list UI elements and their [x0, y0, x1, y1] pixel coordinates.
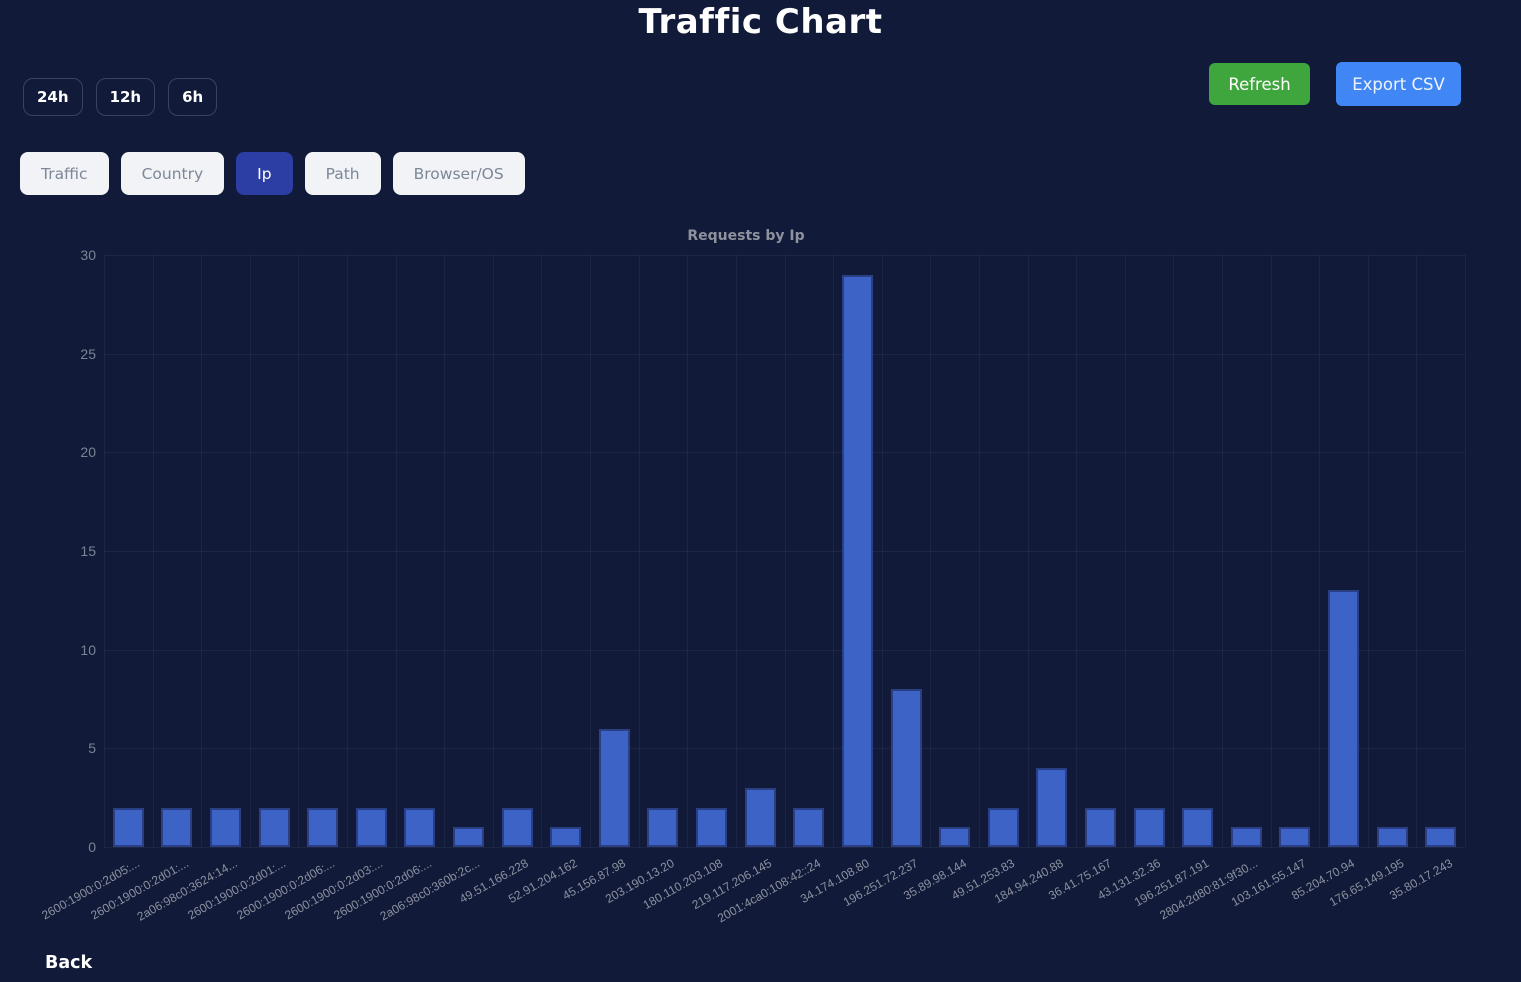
bar-203-190-13-20[interactable]	[647, 807, 679, 847]
gridline-h	[104, 649, 1465, 651]
gridline-v	[298, 255, 300, 847]
tab-ip[interactable]: Ip	[236, 152, 293, 195]
bar-2600-1900-0-2d06[interactable]	[404, 807, 436, 847]
gridline-v	[590, 255, 592, 847]
gridline-v	[1124, 255, 1126, 847]
bar-2600-1900-0-2d05[interactable]	[112, 807, 144, 847]
tab-traffic[interactable]: Traffic	[20, 152, 109, 195]
tab-browser-os[interactable]: Browser/OS	[392, 152, 525, 195]
bar-2600-1900-0-2d06[interactable]	[307, 807, 339, 847]
tab-path[interactable]: Path	[304, 152, 381, 195]
gridline-v	[930, 255, 932, 847]
time-range-12h[interactable]: 12h	[95, 78, 156, 116]
bar-2600-1900-0-2d03[interactable]	[355, 807, 387, 847]
gridline-v	[735, 255, 737, 847]
gridline-v	[1319, 255, 1321, 847]
bar-2a06-98c0-3624-14[interactable]	[210, 807, 242, 847]
gridline-v	[687, 255, 689, 847]
gridline-v	[395, 255, 397, 847]
gridline-v	[833, 255, 835, 847]
gridline-v	[638, 255, 640, 847]
gridline-v	[347, 255, 349, 847]
time-range-24h[interactable]: 24h	[23, 78, 83, 116]
gridline-h	[104, 847, 1465, 848]
gridline-v	[1465, 255, 1466, 847]
page-title: Traffic Chart	[638, 2, 883, 42]
tab-country[interactable]: Country	[120, 152, 225, 195]
y-tick-label: 0	[88, 839, 96, 855]
y-tick-label: 25	[80, 345, 96, 362]
bar-49-51-166-228[interactable]	[501, 807, 533, 847]
gridline-v	[881, 255, 883, 847]
gridline-v	[444, 255, 446, 847]
gridline-h	[104, 255, 1465, 256]
gridline-v	[1027, 255, 1029, 847]
bar-49-51-253-83[interactable]	[987, 807, 1019, 847]
gridline-v	[1076, 255, 1078, 847]
refresh-button[interactable]: Refresh	[1209, 63, 1310, 105]
gridline-v	[492, 255, 494, 847]
bar-2600-1900-0-2d01[interactable]	[161, 807, 193, 847]
bar-103-161-55-147[interactable]	[1279, 827, 1311, 847]
bar-2804-2d80-81-9f30[interactable]	[1230, 827, 1262, 847]
bar-2a06-98c0-360b-2c[interactable]	[453, 827, 485, 847]
bar-180-110-203-108[interactable]	[696, 807, 728, 847]
back-link[interactable]: Back	[45, 953, 93, 973]
bar-34-174-108-80[interactable]	[841, 274, 873, 847]
bar-43-131-32-36[interactable]	[1133, 807, 1165, 847]
gridline-h	[104, 452, 1465, 454]
gridline-v	[201, 255, 203, 847]
bar-35-80-17-243[interactable]	[1425, 827, 1457, 847]
y-tick-label: 30	[80, 247, 96, 263]
export-csv-button[interactable]: Export CSV	[1336, 62, 1461, 106]
bar-196-251-72-237[interactable]	[890, 689, 922, 847]
gridline-v	[784, 255, 786, 847]
bar-184-94-240-88[interactable]	[1036, 768, 1068, 847]
bar-36-41-75-167[interactable]	[1084, 807, 1116, 847]
gridline-v	[1416, 255, 1418, 847]
bar-2600-1900-0-2d01[interactable]	[258, 807, 290, 847]
gridline-v	[1270, 255, 1272, 847]
gridline-v	[1221, 255, 1223, 847]
bar-45-156-87-98[interactable]	[598, 728, 630, 847]
gridline-v	[978, 255, 980, 847]
y-tick-label: 20	[80, 444, 96, 461]
y-tick-label: 15	[80, 543, 96, 559]
time-range-group: 24h 12h 6h	[23, 78, 218, 116]
gridline-h	[104, 551, 1465, 552]
gridline-v	[104, 255, 105, 847]
gridline-h	[104, 748, 1465, 750]
gridline-v	[541, 255, 543, 847]
gridline-v	[152, 255, 154, 847]
time-range-6h[interactable]: 6h	[168, 78, 218, 116]
gridline-v	[1173, 255, 1175, 847]
bar-176-65-149-195[interactable]	[1376, 827, 1408, 847]
gridline-h	[104, 353, 1465, 355]
y-tick-label: 10	[80, 641, 96, 658]
bar-196-251-87-191[interactable]	[1182, 807, 1214, 847]
chart-type-tabs: Traffic Country Ip Path Browser/OS	[20, 152, 525, 195]
bar-35-89-98-144[interactable]	[939, 827, 971, 847]
bar-2001-4ca0-108-42-24[interactable]	[793, 807, 825, 847]
bar-52-91-204-162[interactable]	[550, 827, 582, 847]
gridline-v	[249, 255, 251, 847]
bar-219-117-206-145[interactable]	[744, 787, 776, 847]
y-tick-label: 5	[88, 740, 96, 757]
chart-title: Requests by Ip	[687, 228, 805, 244]
bar-85-204-70-94[interactable]	[1327, 590, 1359, 847]
gridline-v	[1367, 255, 1369, 847]
